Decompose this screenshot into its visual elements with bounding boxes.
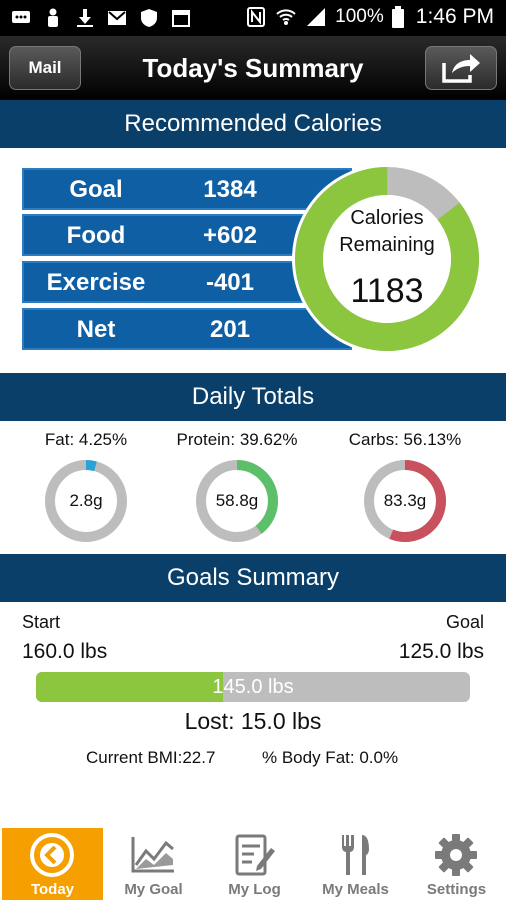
macro-label: Carbs: 56.13%	[348, 430, 462, 449]
goals-summary-header: Goals Summary	[0, 554, 506, 602]
mail-button[interactable]: Mail	[9, 46, 81, 90]
person-icon	[42, 7, 64, 29]
row-value: 201	[209, 316, 251, 343]
row-value: 1384	[203, 176, 257, 203]
tab-label: My Meals	[322, 881, 389, 898]
body-fat: % Body Fat: 0.0%	[262, 748, 399, 767]
lost-weight: Lost: 15.0 lbs	[184, 708, 322, 734]
battery-percent: 100%	[335, 6, 384, 27]
tab-my-goal[interactable]: My Goal	[103, 828, 204, 900]
tab-label: My Goal	[124, 881, 183, 898]
signal-icon	[305, 6, 327, 28]
tab-label: Settings	[426, 881, 487, 898]
nfc-icon	[245, 6, 267, 28]
macro-arc	[196, 460, 278, 542]
row-label: Exercise	[46, 269, 146, 296]
progress-fill	[36, 672, 223, 702]
share-button[interactable]	[425, 46, 497, 90]
fork-knife-icon	[342, 835, 369, 875]
start-weight: 160.0 lbs	[22, 640, 108, 663]
row-value: -401	[205, 269, 255, 296]
system-icons: 100% 1:46 PM	[245, 5, 494, 29]
tab-label: Today	[30, 881, 75, 898]
tab-today[interactable]: Today	[2, 828, 103, 900]
macro-arc	[45, 460, 127, 542]
tab-settings[interactable]: Settings	[406, 828, 506, 900]
email-icon	[106, 7, 128, 29]
macro-value: 58.8g	[215, 491, 259, 510]
tab-my-meals[interactable]: My Meals	[305, 828, 406, 900]
macro-fat: Fat: 4.25% 2.8g	[16, 430, 156, 550]
current-weight: 145.0 lbs	[212, 676, 294, 698]
row-value: +602	[202, 222, 258, 249]
tab-label: My Log	[228, 881, 281, 898]
title-bar: Mail Today's Summary	[0, 36, 506, 100]
shield-icon	[138, 7, 160, 29]
macro-value: 83.3g	[383, 491, 427, 510]
calories-remaining-donut: Calories Remaining 1183	[292, 164, 482, 354]
current-bmi: Current BMI:22.7	[86, 748, 216, 767]
row-label: Goal	[69, 176, 123, 203]
macro-label: Protein: 39.62%	[176, 430, 298, 449]
remaining-label-1: Calories	[350, 207, 424, 229]
goal-label: Goal	[445, 612, 484, 632]
log-icon	[235, 834, 275, 876]
remaining-value: 1183	[350, 272, 424, 310]
calendar-icon	[170, 7, 192, 29]
start-label: Start	[22, 612, 61, 632]
gear-icon	[435, 834, 477, 876]
download-icon	[74, 7, 96, 29]
wifi-icon	[275, 6, 297, 28]
tab-my-log[interactable]: My Log	[204, 828, 305, 900]
chart-icon	[131, 837, 174, 873]
row-label: Net	[76, 316, 116, 343]
calories-section-header: Recommended Calories	[0, 100, 506, 148]
today-icon	[30, 833, 74, 877]
macro-label: Fat: 4.25%	[44, 430, 128, 449]
share-icon	[442, 54, 480, 83]
row-label: Food	[66, 222, 126, 249]
calories-row-net: Net 201	[22, 308, 352, 350]
daily-totals-header: Daily Totals	[0, 373, 506, 421]
macro-value: 2.8g	[69, 491, 103, 510]
macro-arc	[364, 460, 446, 542]
bottom-tab-bar: Today My Goal My Log My Me	[0, 828, 506, 900]
macro-carbs: Carbs: 56.13% 83.3g	[335, 430, 475, 550]
goal-weight: 125.0 lbs	[398, 640, 484, 663]
weight-progress-bar: 145.0 lbs	[36, 672, 470, 702]
remaining-label-2: Remaining	[339, 234, 435, 256]
chat-icon	[10, 7, 32, 29]
clock: 1:46 PM	[415, 5, 494, 28]
notification-icons	[10, 7, 192, 29]
macro-protein: Protein: 39.62% 58.8g	[167, 430, 307, 550]
status-bar: 100% 1:46 PM	[0, 0, 506, 36]
battery-icon	[391, 6, 404, 28]
